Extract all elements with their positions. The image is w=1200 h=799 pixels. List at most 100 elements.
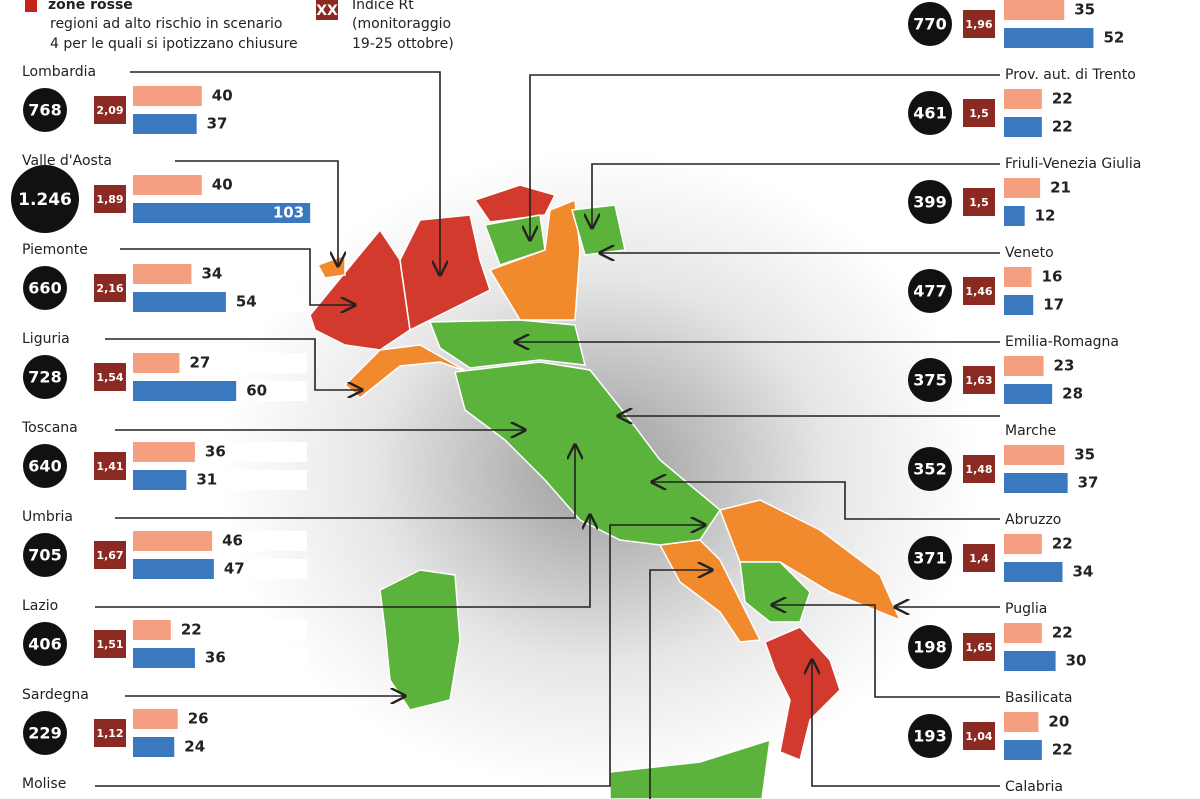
bar-track bbox=[133, 620, 307, 640]
region-name: Puglia bbox=[1005, 601, 1047, 617]
region-bolzano bbox=[473, 184, 557, 223]
bar-blue bbox=[133, 737, 175, 757]
bar-orange bbox=[1004, 534, 1042, 554]
incidence-badge bbox=[23, 622, 67, 666]
rt-value: 1,89 bbox=[96, 193, 123, 206]
incidence-badge bbox=[908, 91, 952, 135]
rt-box bbox=[963, 10, 995, 38]
incidence-badge bbox=[908, 625, 952, 669]
bar-value: 22 bbox=[1052, 624, 1073, 642]
connector bbox=[649, 570, 712, 799]
connector bbox=[592, 163, 1000, 228]
region-name: Abruzzo bbox=[1005, 512, 1061, 528]
region-rows: Lombardia 768 2,09 40 37 Valle d'Aosta 1.246 1,… bbox=[11, 0, 1178, 795]
region-name: Emilia-Romagna bbox=[1005, 334, 1119, 350]
rt-value: 1,96 bbox=[965, 18, 992, 31]
region-basilicata bbox=[739, 561, 811, 623]
incidence-value: 371 bbox=[913, 549, 946, 568]
bar-value: 22 bbox=[181, 621, 202, 639]
bar-track bbox=[1004, 356, 1178, 376]
bar-value: 34 bbox=[201, 265, 222, 283]
rt-value: 1,5 bbox=[969, 107, 989, 120]
legend-rt-swatch bbox=[316, 0, 338, 20]
incidence-badge bbox=[23, 266, 67, 310]
bar-value: 20 bbox=[1048, 713, 1069, 731]
rt-box bbox=[94, 96, 126, 124]
map bbox=[309, 184, 902, 799]
bar-blue bbox=[133, 292, 226, 312]
incidence-badge bbox=[908, 714, 952, 758]
incidence-value: 477 bbox=[913, 282, 946, 301]
rt-box bbox=[94, 541, 126, 569]
bar-orange bbox=[133, 353, 180, 373]
region-sardegna bbox=[379, 569, 461, 711]
incidence-badge bbox=[23, 533, 67, 577]
incidence-value: 705 bbox=[28, 546, 61, 565]
bar-track bbox=[1004, 740, 1178, 760]
rt-box bbox=[963, 633, 995, 661]
incidence-badge bbox=[11, 165, 79, 233]
rt-value: 1,4 bbox=[969, 552, 989, 565]
rt-box bbox=[94, 185, 126, 213]
bar-value: 35 bbox=[1074, 1, 1095, 19]
bar-value: 21 bbox=[1050, 179, 1071, 197]
bar-orange bbox=[133, 620, 171, 640]
bar-value: 54 bbox=[236, 293, 257, 311]
bar-value: 28 bbox=[1062, 385, 1083, 403]
bar-orange bbox=[133, 264, 192, 284]
incidence-value: 660 bbox=[28, 279, 61, 298]
bar-value: 22 bbox=[1052, 535, 1073, 553]
region-name: Marche bbox=[1005, 423, 1056, 439]
region-name: Piemonte bbox=[22, 242, 88, 258]
legend-text: 19-25 ottobre) bbox=[352, 36, 454, 52]
connector bbox=[95, 525, 705, 787]
connector bbox=[812, 660, 1000, 787]
incidence-value: 399 bbox=[913, 193, 946, 212]
incidence-badge bbox=[908, 180, 952, 224]
connector bbox=[175, 160, 338, 266]
bar-value: 47 bbox=[224, 560, 245, 578]
bar-orange bbox=[1004, 356, 1044, 376]
connector bbox=[130, 71, 440, 275]
bar-blue bbox=[1004, 562, 1063, 582]
bar-track bbox=[1004, 117, 1178, 137]
connector bbox=[95, 515, 590, 608]
connector bbox=[105, 338, 362, 390]
region-name: Valle d'Aosta bbox=[22, 153, 112, 169]
connector bbox=[772, 605, 1000, 698]
bar-blue bbox=[1004, 740, 1042, 760]
incidence-badge bbox=[23, 444, 67, 488]
incidence-value: 406 bbox=[28, 635, 61, 654]
bar-value: 27 bbox=[189, 354, 210, 372]
rt-box bbox=[94, 452, 126, 480]
region-name: Molise bbox=[22, 776, 66, 792]
incidence-badge bbox=[23, 711, 67, 755]
rt-box bbox=[963, 366, 995, 394]
region-name: Prov. aut. di Trento bbox=[1005, 67, 1136, 83]
bar-orange bbox=[133, 709, 178, 729]
bar-blue bbox=[133, 381, 237, 401]
bar-value: 24 bbox=[184, 738, 205, 756]
rt-box bbox=[963, 99, 995, 127]
bar-orange bbox=[133, 86, 202, 106]
bar-blue bbox=[1004, 117, 1042, 137]
region-name: Sardegna bbox=[22, 687, 89, 703]
incidence-badge bbox=[23, 88, 67, 132]
bar-blue bbox=[1004, 473, 1068, 493]
region-campania bbox=[658, 539, 762, 643]
incidence-badge bbox=[908, 536, 952, 580]
region-name: Toscana bbox=[21, 420, 78, 436]
bar-orange bbox=[1004, 623, 1042, 643]
region-name: Veneto bbox=[1005, 245, 1054, 261]
bar-blue bbox=[133, 114, 197, 134]
incidence-value: 640 bbox=[28, 457, 61, 476]
region-liguria bbox=[343, 344, 469, 399]
legend-rt-box: XX bbox=[316, 3, 338, 19]
rt-value: 1,51 bbox=[96, 638, 123, 651]
bar-blue bbox=[1004, 384, 1053, 404]
bar-value: 22 bbox=[1052, 118, 1073, 136]
incidence-value: 768 bbox=[28, 101, 61, 120]
bar-orange bbox=[1004, 445, 1065, 465]
region-name: Liguria bbox=[22, 331, 70, 347]
bar-value: 52 bbox=[1103, 29, 1124, 47]
